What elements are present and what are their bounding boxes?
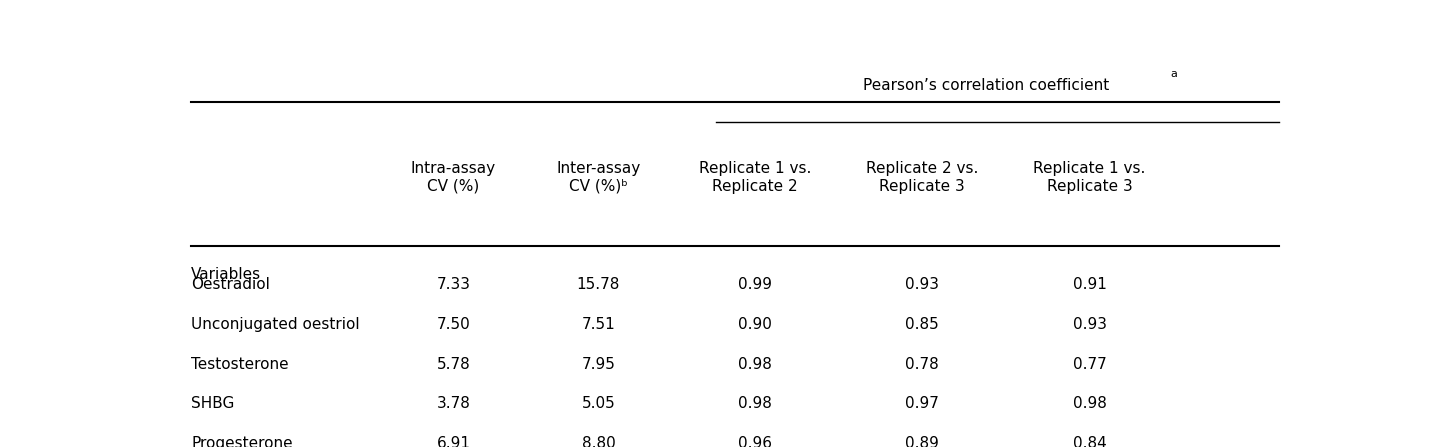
Text: SHBG: SHBG — [192, 396, 235, 411]
Text: 7.50: 7.50 — [436, 317, 471, 332]
Text: 5.78: 5.78 — [436, 357, 471, 371]
Text: 7.33: 7.33 — [436, 277, 471, 292]
Text: Replicate 1 vs.
Replicate 2: Replicate 1 vs. Replicate 2 — [698, 161, 811, 194]
Text: Unconjugated oestriol: Unconjugated oestriol — [192, 317, 360, 332]
Text: 0.98: 0.98 — [737, 396, 772, 411]
Text: a: a — [1171, 69, 1178, 79]
Text: Oestradiol: Oestradiol — [192, 277, 271, 292]
Text: 0.96: 0.96 — [737, 436, 772, 447]
Text: 8.80: 8.80 — [582, 436, 615, 447]
Text: 15.78: 15.78 — [577, 277, 621, 292]
Text: Pearson’s correlation coefficient: Pearson’s correlation coefficient — [863, 78, 1109, 93]
Text: Replicate 1 vs.
Replicate 3: Replicate 1 vs. Replicate 3 — [1034, 161, 1146, 194]
Text: 0.98: 0.98 — [737, 357, 772, 371]
Text: 0.97: 0.97 — [906, 396, 939, 411]
Text: 0.89: 0.89 — [906, 436, 939, 447]
Text: Replicate 2 vs.
Replicate 3: Replicate 2 vs. Replicate 3 — [865, 161, 978, 194]
Text: Intra-assay
CV (%): Intra-assay CV (%) — [410, 161, 495, 194]
Text: 0.78: 0.78 — [906, 357, 939, 371]
Text: 0.85: 0.85 — [906, 317, 939, 332]
Text: 7.51: 7.51 — [582, 317, 615, 332]
Text: 0.93: 0.93 — [1073, 317, 1106, 332]
Text: 0.98: 0.98 — [1073, 396, 1106, 411]
Text: 0.84: 0.84 — [1073, 436, 1106, 447]
Text: Variables: Variables — [192, 267, 261, 282]
Text: Inter-assay
CV (%)ᵇ: Inter-assay CV (%)ᵇ — [556, 161, 641, 194]
Text: Progesterone: Progesterone — [192, 436, 292, 447]
Text: 0.99: 0.99 — [737, 277, 772, 292]
Text: 5.05: 5.05 — [582, 396, 615, 411]
Text: 6.91: 6.91 — [436, 436, 471, 447]
Text: 0.77: 0.77 — [1073, 357, 1106, 371]
Text: 7.95: 7.95 — [582, 357, 615, 371]
Text: 0.91: 0.91 — [1073, 277, 1106, 292]
Text: 3.78: 3.78 — [436, 396, 471, 411]
Text: 0.93: 0.93 — [906, 277, 939, 292]
Text: 0.90: 0.90 — [737, 317, 772, 332]
Text: Testosterone: Testosterone — [192, 357, 289, 371]
